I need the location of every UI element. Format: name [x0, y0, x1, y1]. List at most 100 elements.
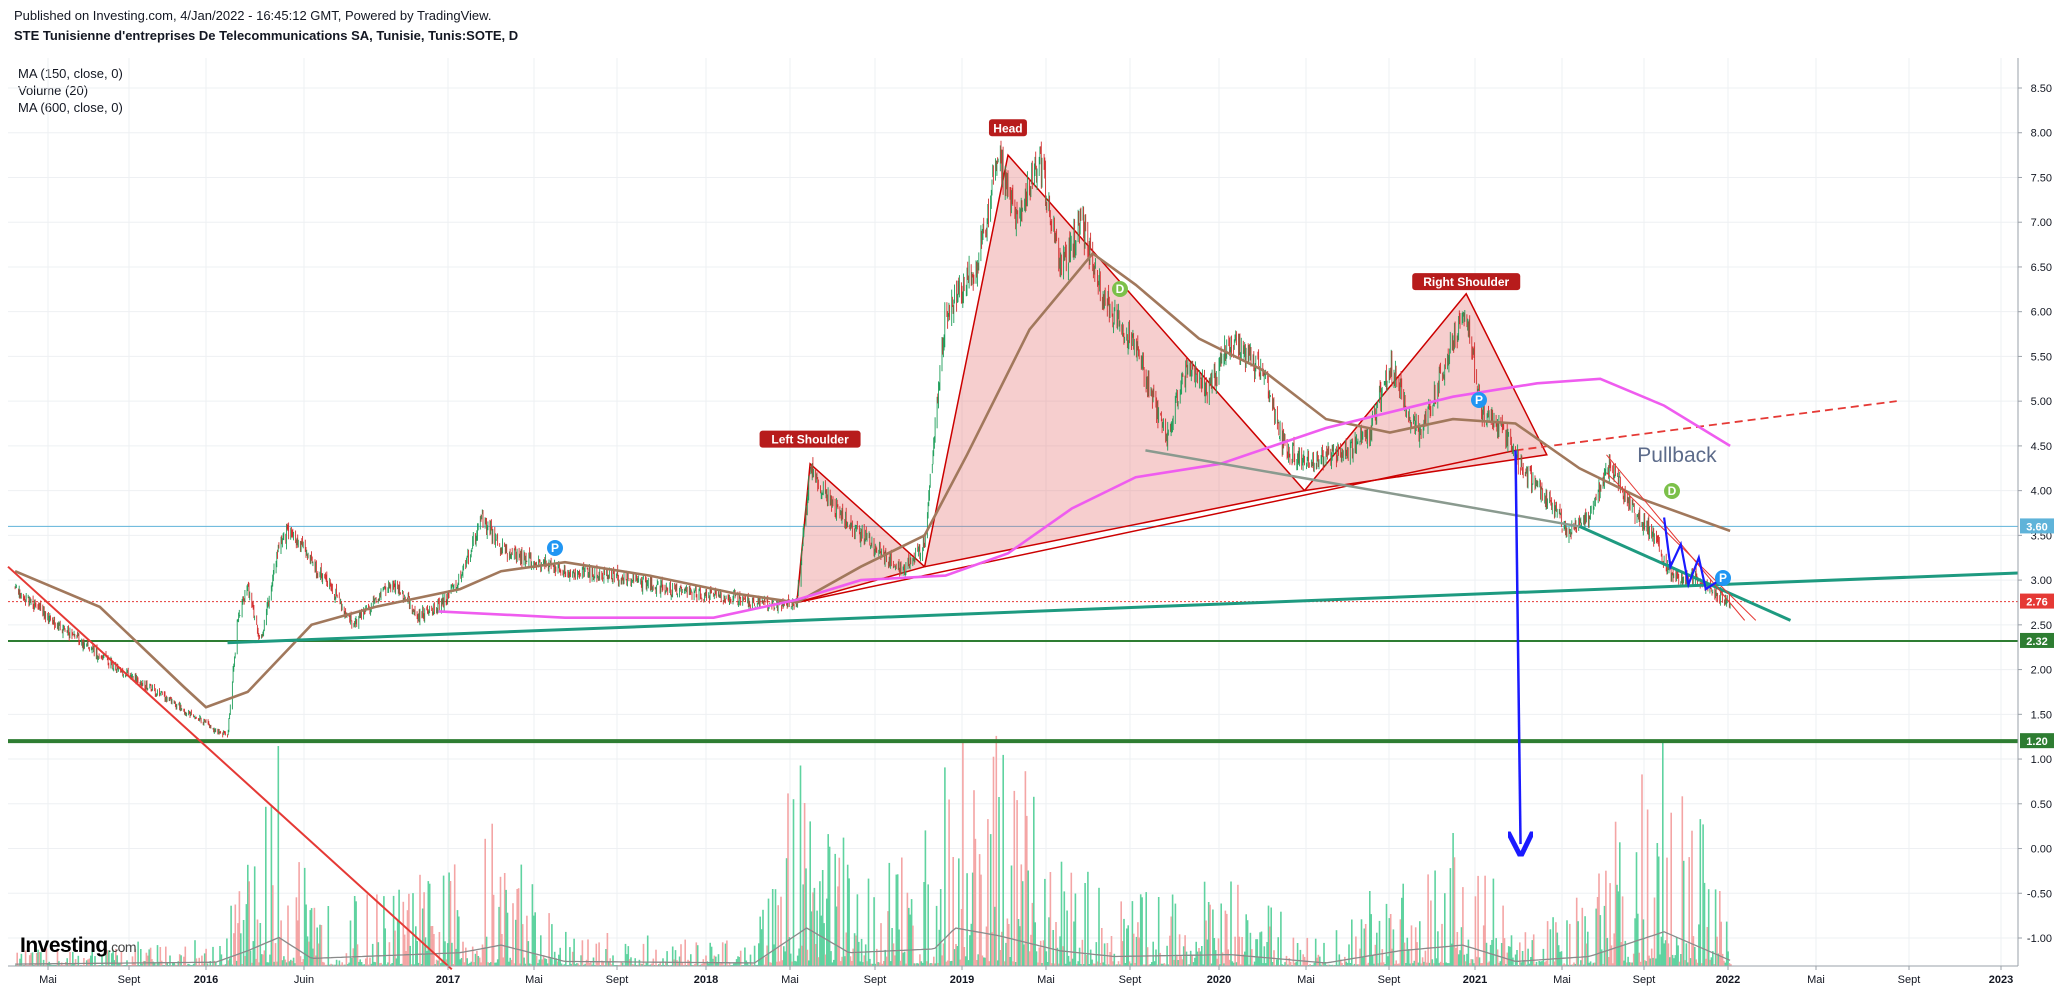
volume-bar: [1117, 961, 1120, 966]
volume-bar: [1269, 926, 1271, 966]
volume-bar: [919, 954, 921, 966]
volume-bar: [183, 956, 185, 966]
volume-bar: [1370, 914, 1372, 966]
price-level-label: 1.20: [2026, 736, 2047, 748]
price-level-label: 2.32: [2026, 636, 2047, 648]
y-tick-label: 1.00: [2031, 754, 2052, 766]
volume-bar: [848, 878, 850, 966]
volume-bar: [284, 959, 287, 966]
volume-bar: [637, 964, 639, 966]
volume-bar: [391, 963, 393, 966]
volume-bar: [658, 964, 660, 966]
volume-bar: [145, 952, 148, 966]
volume-bar: [1644, 960, 1646, 966]
volume-bar: [430, 926, 432, 966]
volume-bar: [453, 864, 456, 966]
x-tick-label: Mai: [1297, 974, 1315, 986]
volume-bar: [1276, 959, 1278, 966]
indicator-volume[interactable]: Volume (20): [18, 83, 89, 98]
volume-bar: [1349, 963, 1352, 966]
volume-bar: [620, 962, 623, 966]
volume-bar: [1609, 883, 1611, 966]
volume-bar: [962, 741, 964, 966]
volume-bar: [605, 949, 607, 966]
volume-bar: [1041, 963, 1043, 966]
volume-bar: [1080, 964, 1082, 966]
price-level-badge: [2020, 593, 2054, 609]
volume-bar: [952, 857, 954, 966]
volume-bar: [885, 956, 888, 966]
volume-bar: [1101, 928, 1103, 966]
x-tick-label: Mai: [39, 974, 57, 986]
volume-bar: [1098, 887, 1100, 966]
volume-bar: [201, 955, 203, 966]
volume-bar: [801, 945, 803, 966]
volume-bar: [484, 838, 486, 966]
volume-bar: [1213, 938, 1216, 966]
volume-bar: [1532, 934, 1535, 966]
volume-bar: [419, 874, 421, 966]
volume-bar: [984, 957, 986, 966]
volume-bar: [1420, 963, 1422, 966]
volume-bar: [258, 962, 260, 966]
volume-bar: [1058, 963, 1060, 966]
volume-bar: [515, 919, 517, 966]
volume-bar: [331, 964, 334, 966]
volume-bar: [826, 898, 828, 966]
volume-bar: [215, 962, 217, 966]
volume-bar: [1148, 964, 1150, 966]
volume-bar: [277, 746, 280, 966]
volume-bar: [1152, 941, 1154, 966]
volume-bar: [1008, 924, 1010, 966]
volume-bar: [371, 943, 374, 966]
volume-bar: [1652, 957, 1654, 966]
volume-bar: [953, 949, 956, 966]
volume-bar: [72, 952, 74, 966]
volume-bar: [803, 803, 806, 966]
volume-bar: [1281, 964, 1284, 966]
volume-bar: [823, 923, 825, 966]
volume-bar: [1417, 962, 1420, 966]
volume-bar: [1569, 923, 1571, 966]
volume-bar: [945, 961, 948, 966]
y-tick-label: 2.00: [2031, 665, 2052, 677]
indicator-ma600[interactable]: MA (600, close, 0): [18, 100, 123, 115]
target-arrow: [1516, 450, 1521, 844]
volume-bar: [751, 963, 753, 966]
volume-bar: [266, 962, 268, 966]
x-tick-label: Mai: [525, 974, 543, 986]
volume-bar: [1064, 963, 1067, 966]
volume-bar: [999, 950, 1002, 966]
volume-bar: [209, 961, 212, 966]
volume-bar: [1546, 921, 1549, 966]
volume-bar: [834, 853, 836, 966]
volume-bar: [451, 942, 453, 966]
volume-bar: [1162, 963, 1164, 966]
volume-bar: [819, 881, 821, 966]
volume-bar: [394, 930, 396, 966]
volume-bar: [222, 964, 224, 966]
volume-bar: [585, 959, 588, 966]
volume-bar: [384, 928, 386, 966]
volume-bar: [1426, 962, 1428, 966]
volume-bar: [1650, 948, 1653, 966]
volume-bar: [483, 948, 485, 966]
volume-bar: [134, 948, 137, 966]
volume-bar: [177, 961, 180, 966]
volume-bar: [1005, 942, 1007, 966]
volume-bar: [28, 955, 31, 966]
volume-bar: [337, 964, 339, 966]
volume-bar: [1203, 881, 1206, 966]
volume-bar: [1437, 931, 1439, 966]
volume-bar: [412, 893, 414, 966]
volume-bar: [977, 954, 979, 966]
label-left-shoulder-bg: [759, 430, 861, 448]
volume-bar: [1491, 940, 1493, 966]
volume-bar: [715, 956, 717, 966]
indicator-ma150[interactable]: MA (150, close, 0): [18, 66, 123, 81]
volume-bar: [1277, 937, 1279, 966]
volume-bar: [1226, 913, 1228, 966]
volume-bar: [1519, 942, 1521, 966]
volume-bar: [202, 963, 205, 966]
